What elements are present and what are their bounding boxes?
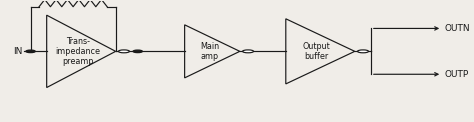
Text: OUTN: OUTN — [445, 24, 470, 33]
Text: OUTP: OUTP — [445, 70, 469, 79]
Text: IN: IN — [14, 47, 23, 56]
Circle shape — [133, 50, 142, 53]
Text: Trans-
impedance
preamp: Trans- impedance preamp — [55, 37, 100, 66]
Circle shape — [26, 50, 35, 53]
Text: Output
buffer: Output buffer — [303, 42, 331, 61]
Circle shape — [243, 50, 254, 53]
Circle shape — [357, 50, 369, 53]
Text: Main
amp: Main amp — [200, 42, 219, 61]
Circle shape — [118, 50, 129, 53]
